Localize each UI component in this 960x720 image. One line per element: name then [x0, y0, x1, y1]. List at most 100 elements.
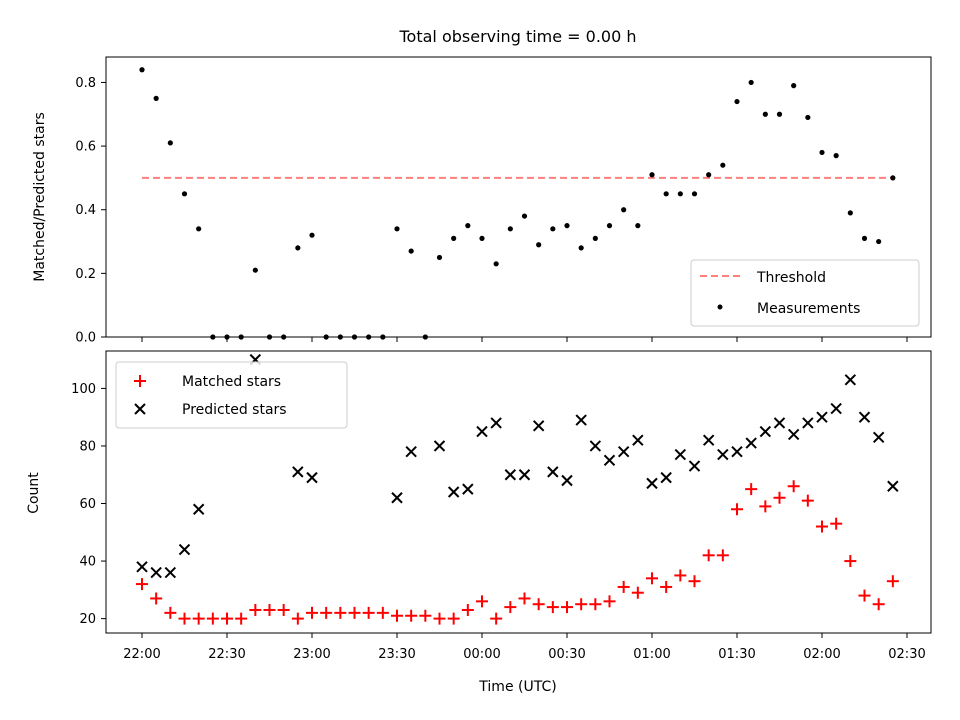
matched-point: [136, 578, 148, 591]
predicted-point: [433, 440, 446, 452]
predicted-point: [646, 477, 658, 490]
bottom-legend-box: [115, 361, 348, 429]
measurement-point: [295, 245, 301, 251]
predicted-point: [462, 483, 474, 495]
matched-point: [334, 606, 347, 619]
measurement-point: [394, 226, 400, 232]
measurement-point: [791, 83, 797, 89]
predicted-point: [773, 417, 786, 429]
predicted-point: [632, 434, 644, 446]
top-panel-ylabel: Matched/Predicted stars: [32, 112, 48, 282]
x-tick-label: 01:00: [633, 647, 670, 662]
predicted-point: [717, 448, 729, 461]
matched-point: [447, 612, 460, 625]
matched-point: [745, 483, 758, 496]
predicted-point: [617, 446, 630, 458]
predicted-point: [178, 543, 191, 556]
matched-point: [291, 612, 304, 625]
predicted-point: [164, 566, 177, 579]
matched-point: [405, 609, 418, 622]
measurement-point: [706, 172, 712, 178]
predicted-point: [660, 471, 672, 484]
bottom-panel-legend: Matched stars Predicted stars: [115, 361, 348, 429]
predicted-point: [391, 492, 403, 504]
measurement-point: [550, 226, 556, 232]
measurement-point: [181, 191, 188, 197]
measurement-point: [578, 245, 584, 251]
matched-point: [816, 520, 828, 533]
top-panel-marks: [139, 67, 896, 340]
x-tick-label: 23:00: [293, 647, 330, 662]
predicted-point: [292, 466, 304, 478]
measurement-point: [153, 95, 159, 101]
matched-point: [518, 592, 531, 605]
y-tick-label: 0.0: [75, 331, 96, 346]
x-tick-label: 02:00: [803, 647, 840, 662]
predicted-point: [532, 420, 545, 432]
legend-matched-label: Matched stars: [182, 374, 281, 390]
predicted-point: [518, 469, 531, 481]
matched-point: [206, 612, 219, 625]
matched-point: [320, 606, 333, 619]
matched-point: [617, 580, 630, 593]
bottom-panel-ylabel: Count: [26, 472, 42, 514]
legend-predicted-swatch: [134, 403, 146, 415]
matched-point: [589, 598, 602, 611]
matched-point: [844, 555, 857, 568]
x-tick-label: 00:30: [548, 647, 585, 662]
predicted-point: [476, 425, 488, 438]
x-tick-label: 02:30: [888, 647, 925, 662]
bottom-panel-y-ticks: 20 40 60 80 100: [71, 382, 106, 627]
matched-point: [263, 603, 276, 616]
top-panel-x-ticks: [141, 337, 908, 342]
matched-point: [858, 589, 871, 602]
measurement-point: [819, 149, 825, 156]
legend-matched-swatch: [134, 375, 146, 387]
matched-point: [872, 598, 885, 611]
y-tick-label: 80: [79, 439, 96, 454]
predicted-point: [192, 503, 205, 515]
matched-point: [546, 601, 559, 614]
legend-measurements-swatch: [717, 304, 723, 310]
measurement-point: [677, 191, 683, 197]
predicted-point: [150, 566, 162, 579]
matched-point: [603, 595, 616, 608]
measurement-point: [748, 79, 754, 86]
predicted-point: [745, 437, 757, 449]
predicted-point: [802, 417, 814, 429]
top-legend-box: [690, 259, 920, 327]
measurement-point: [833, 153, 839, 159]
legend-predicted-label: Predicted stars: [182, 402, 287, 418]
predicted-point: [674, 448, 687, 461]
matched-point: [759, 500, 772, 513]
measurement-point: [621, 207, 627, 213]
matched-point: [575, 598, 588, 611]
measurement-point: [691, 191, 698, 197]
matched-point: [249, 603, 262, 616]
x-tick-label: 00:00: [463, 647, 500, 662]
y-tick-label: 20: [79, 612, 96, 627]
matched-point: [221, 612, 233, 625]
predicted-point: [561, 474, 573, 487]
matched-point: [433, 612, 446, 625]
matched-point: [801, 494, 814, 507]
predicted-point: [504, 469, 517, 481]
matched-point: [306, 606, 318, 619]
matched-point: [886, 575, 899, 588]
top-panel-legend: Threshold Measurements: [690, 259, 920, 327]
matched-point: [362, 606, 375, 619]
predicted-point: [759, 425, 772, 438]
matched-point: [674, 569, 687, 582]
y-tick-label: 0.6: [75, 140, 96, 155]
measurement-point: [507, 226, 513, 232]
predicted-point: [603, 454, 616, 467]
predicted-point: [830, 402, 842, 415]
measurement-point: [167, 140, 173, 146]
measurement-point: [436, 254, 443, 261]
matched-point: [178, 612, 191, 625]
y-tick-label: 60: [79, 497, 96, 512]
predicted-point: [405, 446, 417, 458]
measurement-point: [564, 223, 570, 229]
y-tick-label: 100: [71, 382, 96, 397]
